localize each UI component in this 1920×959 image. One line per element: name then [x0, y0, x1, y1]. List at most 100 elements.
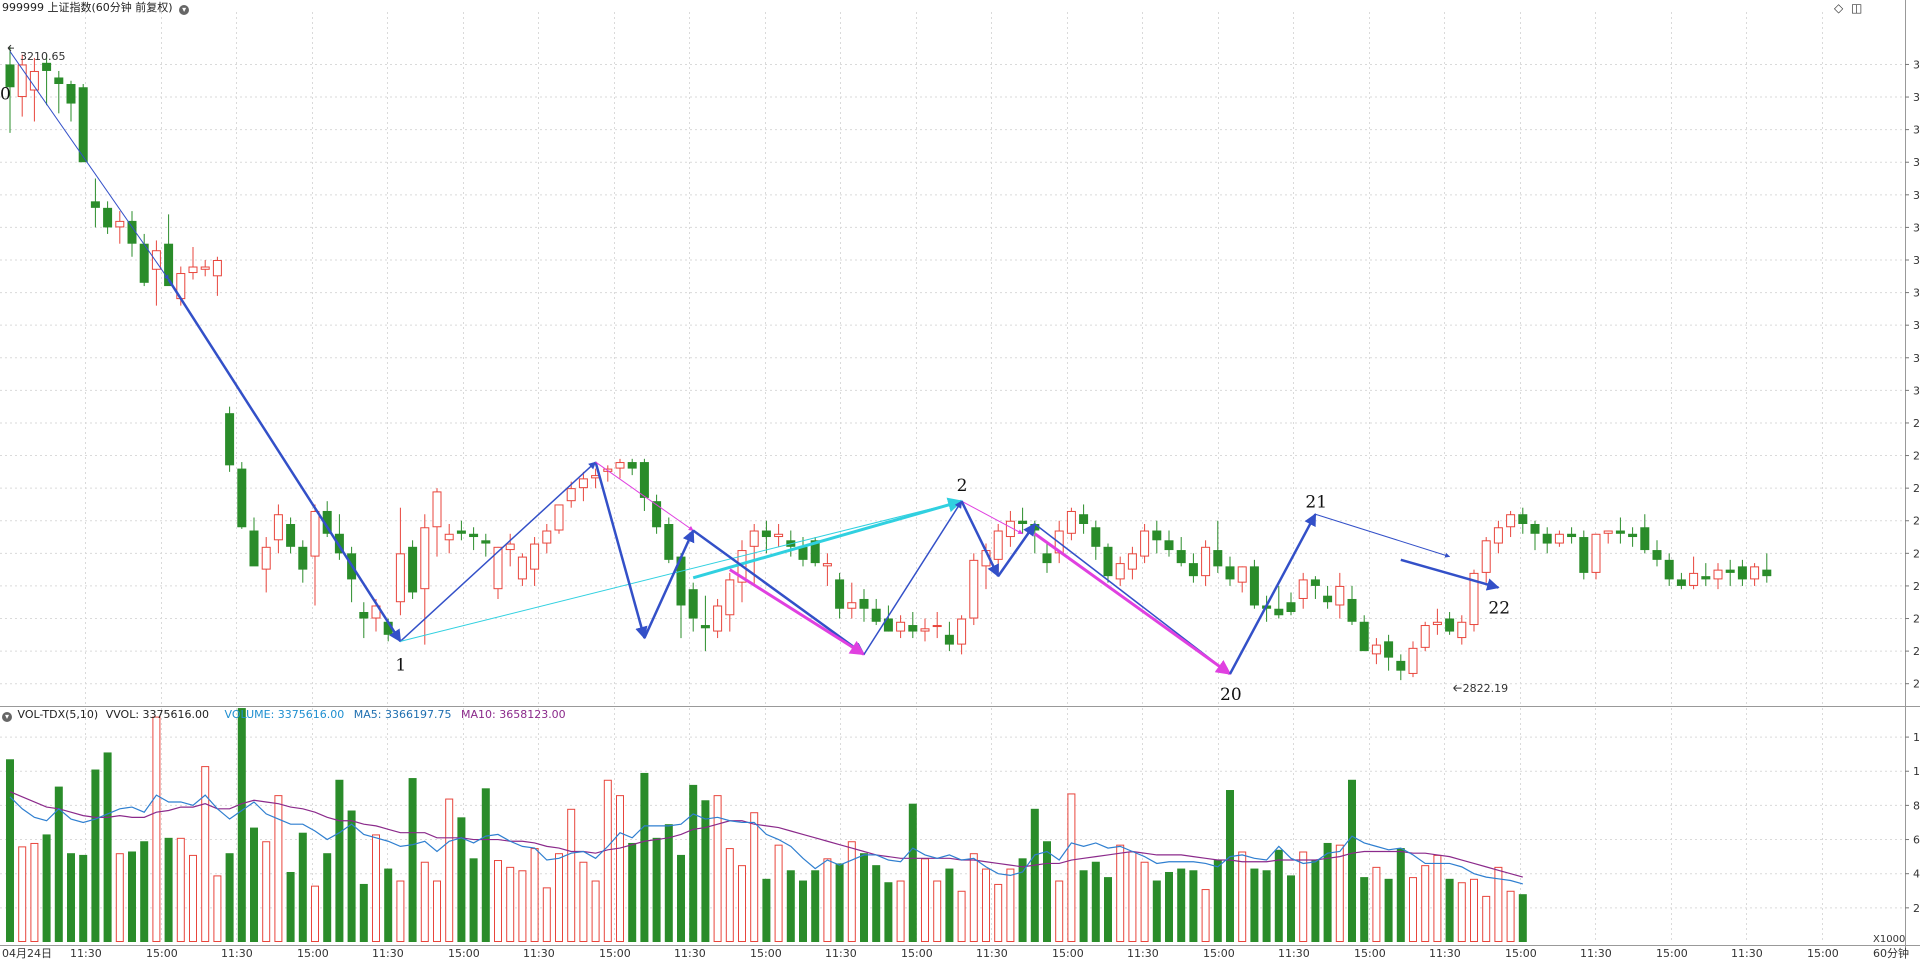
- volume-bar-down: [664, 824, 673, 942]
- candle-up: [517, 556, 527, 580]
- volume-bar-down: [1311, 860, 1320, 942]
- candle-down: [1445, 618, 1455, 632]
- time-tick-label: 15:00: [297, 947, 329, 959]
- volume-bar-up: [213, 875, 222, 943]
- volume-bar-up: [1140, 861, 1149, 942]
- volume-bar-down: [677, 854, 685, 942]
- wave-label: 21: [1305, 492, 1327, 512]
- candle-up: [1481, 540, 1491, 573]
- volume-bar-down: [1104, 877, 1112, 942]
- candle-down: [1213, 550, 1223, 567]
- volume-bar-down: [1274, 849, 1283, 942]
- price-tick-label: 2980: [1913, 417, 1920, 430]
- candle-up: [1432, 621, 1442, 626]
- price-tick-label: 3140: [1913, 156, 1920, 169]
- candle-down: [652, 501, 662, 528]
- volume-bar-up: [994, 883, 1003, 943]
- time-tick-label: 15:00: [146, 947, 178, 959]
- volume-bar-up: [579, 861, 588, 942]
- volume-bar-up: [1201, 889, 1210, 942]
- volume-bar-down: [1445, 878, 1454, 942]
- candle-down: [359, 612, 369, 619]
- volume-bar-down: [689, 784, 698, 942]
- volume-indicator-name[interactable]: VOL-TDX(5,10): [17, 708, 99, 721]
- time-tick-label: 11:30: [825, 947, 857, 959]
- volume-bar-down: [1348, 779, 1356, 942]
- volume-bar-down: [652, 837, 661, 942]
- candle-up: [1591, 533, 1601, 573]
- chart-title-bar: 999999 上证指数(60分钟 前复权) ▾: [2, 1, 191, 15]
- candle-up: [17, 64, 27, 98]
- volume-bar-down: [762, 878, 771, 942]
- candle-down: [1274, 608, 1284, 616]
- volume-bar-down: [1323, 842, 1332, 942]
- time-tick-label: 11:30: [523, 947, 555, 959]
- volume-ma-lines: [9, 791, 1523, 885]
- candle-down: [1676, 579, 1686, 586]
- candle-up: [273, 514, 283, 541]
- diamond-icon[interactable]: ◇: [1834, 1, 1844, 15]
- volume-bar-down: [408, 778, 417, 942]
- candle-up: [151, 250, 161, 270]
- volume-bar-up: [420, 861, 429, 942]
- volume-bar-down: [640, 772, 649, 942]
- candle-down: [944, 634, 954, 645]
- volume-bar-down: [860, 853, 868, 942]
- price-tick-label: 3180: [1913, 91, 1920, 104]
- price-tick-label: 2960: [1913, 450, 1920, 463]
- period-label: 60分钟: [1873, 946, 1909, 959]
- time-tick-label: 04月24日: [2, 947, 52, 959]
- candle-down: [5, 64, 15, 88]
- candle-down: [334, 533, 344, 554]
- chevron-down-icon[interactable]: ▾: [179, 5, 190, 15]
- candle-down: [1176, 550, 1186, 564]
- grid-lines: [0, 12, 1905, 942]
- candle-down: [1384, 641, 1394, 658]
- candle-up: [1335, 585, 1345, 606]
- volume-bar-up: [18, 846, 27, 942]
- volume-bar-down: [54, 786, 63, 942]
- price-tick-label: 3100: [1913, 221, 1920, 234]
- candle-down: [1725, 569, 1735, 573]
- volume-bar-down: [835, 863, 844, 942]
- volume-tick-label: 12000: [1913, 731, 1920, 744]
- wave-line-blue: [1228, 513, 1317, 675]
- panel-icon[interactable]: ◫: [1851, 1, 1863, 15]
- candle-down: [286, 524, 296, 547]
- time-tick-label: 11:30: [221, 947, 253, 959]
- volume-bar-down: [481, 788, 490, 942]
- wave-line-magenta: [728, 568, 866, 656]
- candle-up: [1371, 644, 1381, 655]
- chevron-down-icon[interactable]: ▾: [2, 712, 12, 722]
- volume-bar-down: [1177, 868, 1186, 942]
- candle-down: [1164, 540, 1174, 551]
- volume-bar-down: [1091, 861, 1100, 942]
- candle-down: [908, 625, 918, 632]
- candle-down: [1152, 530, 1162, 541]
- candle-up: [847, 602, 857, 609]
- ma10-line: [9, 791, 1523, 878]
- volume-bar-up: [1299, 851, 1308, 942]
- volume-bar-down: [359, 883, 368, 942]
- wave-label: 2: [957, 476, 968, 496]
- volume-bar-up: [176, 837, 185, 942]
- volume-bar-up: [1494, 866, 1503, 942]
- volume-bar-up: [152, 716, 161, 942]
- candle-up: [432, 491, 442, 528]
- candle-up: [1689, 572, 1699, 586]
- price-tick-label: 3120: [1913, 189, 1920, 202]
- volume-bar-up: [1116, 844, 1125, 943]
- volume-bar-up: [530, 848, 539, 942]
- volume-bar-down: [335, 779, 344, 942]
- candle-up: [896, 621, 906, 632]
- candle-down: [127, 220, 137, 244]
- candle-down: [1225, 566, 1235, 580]
- candle-up: [1201, 546, 1211, 577]
- time-tick-label: 11:30: [1278, 947, 1310, 959]
- candle-down: [1652, 550, 1662, 560]
- time-tick-label: 15:00: [1052, 947, 1084, 959]
- volume-bar-up: [1006, 868, 1015, 942]
- volume-bar-up: [1506, 890, 1515, 942]
- wave-line-blue: [643, 529, 695, 639]
